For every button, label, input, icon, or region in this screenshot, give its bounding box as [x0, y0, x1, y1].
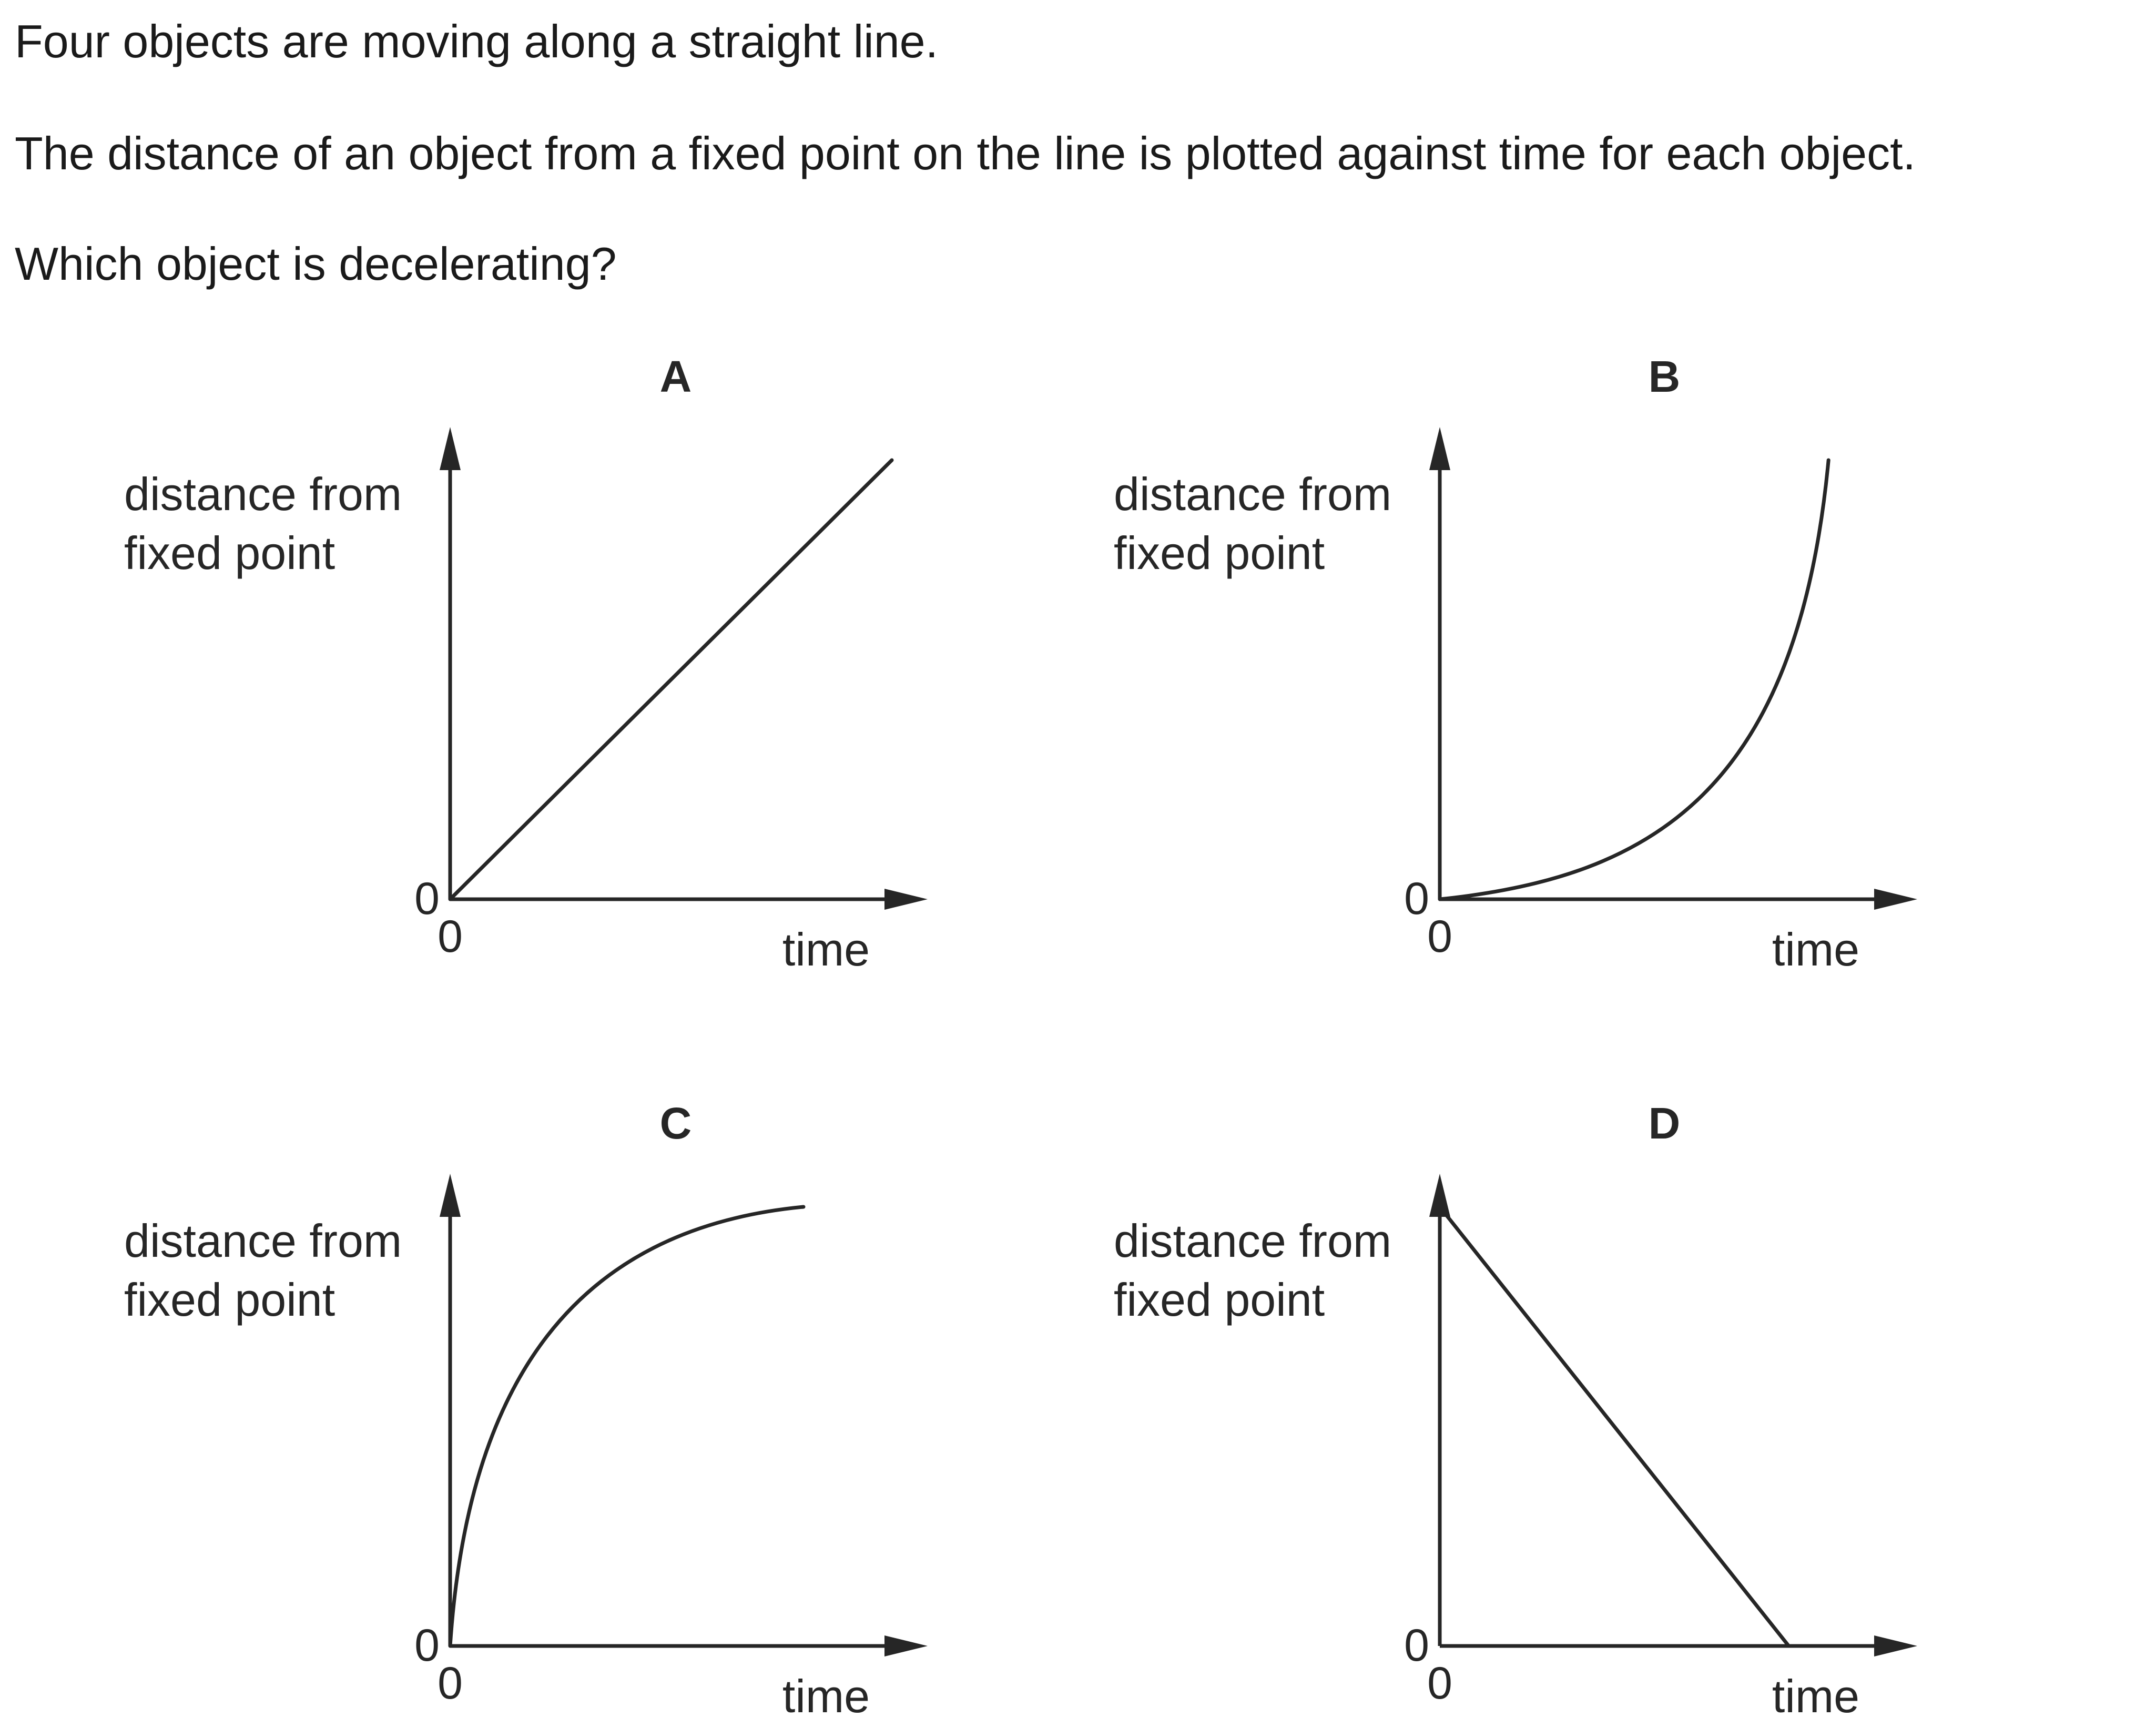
y-axis-label-a-line-1: distance from [124, 468, 402, 520]
x-origin-label-a: 0 [438, 911, 463, 962]
y-axis-label-b-line-2: fixed point [1114, 527, 1325, 579]
y-axis-arrowhead-a [440, 427, 461, 470]
question-line-2: The distance of an object from a fixed p… [15, 127, 1916, 179]
data-line-d [1438, 1205, 1791, 1648]
y-origin-label-a: 0 [414, 873, 440, 924]
y-axis-label-c-line-1: distance from [124, 1215, 402, 1267]
x-axis-arrowhead-c [884, 1635, 928, 1656]
question-line-1: Four objects are moving along a straight… [15, 15, 939, 67]
x-origin-label-b: 0 [1427, 911, 1452, 962]
panel-letter-d: D [1649, 1099, 1681, 1148]
y-axis-label-c-line-2: fixed point [124, 1274, 335, 1326]
x-axis-arrowhead-d [1874, 1635, 1917, 1656]
y-axis-arrowhead-d [1429, 1174, 1450, 1217]
y-axis-label-d-line-2: fixed point [1114, 1274, 1325, 1326]
y-axis-label-a-line-2: fixed point [124, 527, 335, 579]
panel-letter-c: C [660, 1099, 692, 1148]
y-axis-arrowhead-b [1429, 427, 1450, 470]
y-axis-arrowhead-c [440, 1174, 461, 1217]
x-axis-arrowhead-a [884, 889, 928, 910]
x-axis-label-c: time [782, 1670, 870, 1722]
data-line-c [448, 1205, 806, 1648]
x-axis-arrowhead-b [1874, 889, 1917, 910]
x-axis-label-a: time [782, 923, 870, 975]
x-axis-label-b: time [1772, 923, 1859, 975]
y-origin-label-d: 0 [1404, 1620, 1429, 1671]
x-origin-label-c: 0 [438, 1658, 463, 1709]
question-line-3: Which object is decelerating? [15, 238, 617, 290]
y-axis-label-d-line-1: distance from [1114, 1215, 1391, 1267]
data-line-b [1438, 458, 1830, 901]
y-origin-label-c: 0 [414, 1620, 440, 1671]
panel-letter-b: B [1649, 352, 1681, 401]
data-line-a [448, 458, 894, 901]
x-origin-label-d: 0 [1427, 1658, 1452, 1709]
y-axis-label-b-line-1: distance from [1114, 468, 1391, 520]
panel-letter-a: A [660, 352, 692, 401]
x-axis-label-d: time [1772, 1670, 1859, 1722]
y-origin-label-b: 0 [1404, 873, 1429, 924]
